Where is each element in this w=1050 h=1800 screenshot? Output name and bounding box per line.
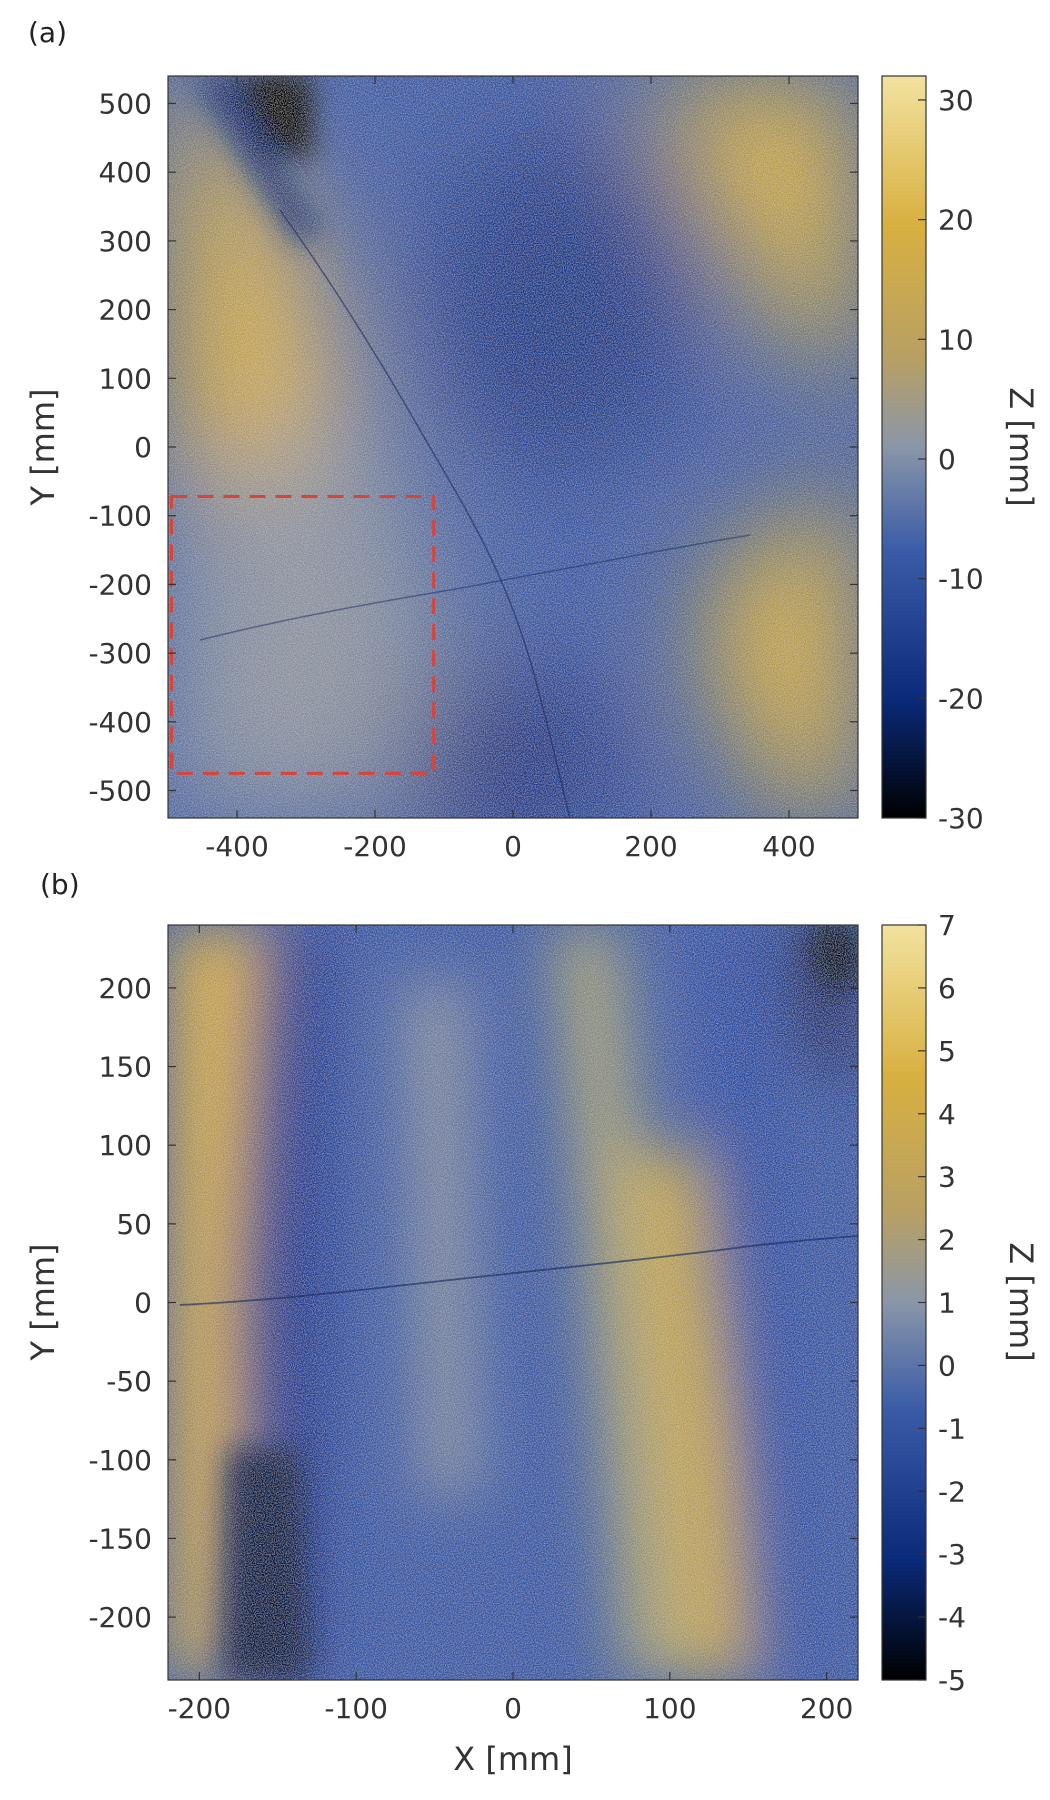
colorbar-tick-label-a: 30 [938, 84, 974, 117]
y-tick-label-a: 0 [134, 431, 152, 464]
colorbar-tick-label-a: 0 [938, 443, 956, 476]
colorbar-tick-label-b: 6 [938, 972, 956, 1005]
x-tick-label-a: 200 [624, 830, 677, 863]
x-tick-label-a: 0 [504, 830, 522, 863]
y-tick-label-a: -200 [88, 568, 152, 601]
colorbar-tick-label-b: -2 [938, 1475, 966, 1508]
colorbar-tick-label-b: -5 [938, 1664, 966, 1697]
colorbar-tick-label-a: -30 [938, 802, 984, 835]
y-tick-label-a: -500 [88, 775, 152, 808]
colorbar-ticks-b: 7 6 5 4 3 2 1 0 -1 -2 -3 -4 -5 [918, 909, 966, 1697]
x-tick-label-a: 400 [762, 830, 815, 863]
y-tick-label-a: 100 [99, 362, 152, 395]
x-tick-label-b: 0 [504, 1692, 522, 1725]
colorbar-tick-label-b: 5 [938, 1035, 956, 1068]
y-axis-label-a: Y [mm] [24, 388, 62, 506]
colorbar-tick-label-b: 3 [938, 1161, 956, 1194]
panel-label-b: (b) [40, 868, 80, 901]
x-tick-label-b: -100 [324, 1692, 388, 1725]
colorbar-tick-label-b: 7 [938, 909, 956, 942]
axes-a: -400 -200 0 200 400 500 400 300 200 100 0 -100 -200 -… [88, 76, 858, 863]
x-tick-label-a: -400 [205, 830, 269, 863]
x-axis-label-b: X [mm] [453, 1740, 572, 1778]
x-tick-label-a: -200 [343, 830, 407, 863]
inset-region-box [169, 494, 436, 775]
y-tick-label-b: 0 [134, 1287, 152, 1320]
heatmap-b [168, 925, 858, 1680]
y-axis-label-b: Y [mm] [24, 1243, 62, 1361]
colorbar-ticks-a: 30 20 10 0 -10 -20 -30 [918, 84, 984, 835]
colorbar-tick-label-b: 2 [938, 1224, 956, 1257]
colorbar-tick-label-b: 0 [938, 1349, 956, 1382]
heatmap-a [168, 76, 858, 818]
colorbar-label-a: Z [mm] [1002, 387, 1040, 506]
x-tick-label-b: -200 [168, 1692, 232, 1725]
y-tick-label-a: -300 [88, 637, 152, 670]
colorbar-tick-label-b: 4 [938, 1098, 956, 1131]
colorbar-a [881, 75, 927, 819]
colorbar-tick-label-b: -4 [938, 1601, 966, 1634]
y-tick-label-b: 100 [99, 1129, 152, 1162]
y-tick-label-b: 50 [116, 1208, 152, 1241]
x-tick-label-b: 200 [800, 1692, 853, 1725]
y-tick-label-a: 500 [99, 87, 152, 120]
y-tick-label-b: 150 [99, 1051, 152, 1084]
y-tick-label-b: -100 [88, 1444, 152, 1477]
y-tick-label-a: -400 [88, 706, 152, 739]
colorbar-tick-label-a: 20 [938, 204, 974, 237]
colorbar-tick-label-b: -3 [938, 1538, 966, 1571]
colorbar-tick-label-b: 1 [938, 1287, 956, 1320]
colorbar-tick-label-a: 10 [938, 323, 974, 356]
colorbar-label-b: Z [mm] [1002, 1242, 1040, 1361]
y-tick-label-b: -200 [88, 1601, 152, 1634]
colorbar-tick-label-b: -1 [938, 1412, 966, 1445]
y-tick-label-a: -100 [88, 500, 152, 533]
colorbar-tick-label-a: -10 [938, 563, 984, 596]
y-tick-label-b: -150 [88, 1522, 152, 1555]
y-tick-label-b: -50 [106, 1365, 152, 1398]
y-tick-label-a: 200 [99, 294, 152, 327]
colorbar-tick-label-a: -20 [938, 682, 984, 715]
panel-label-a: (a) [28, 16, 67, 49]
y-tick-label-a: 300 [99, 225, 152, 258]
x-tick-label-b: 100 [643, 1692, 696, 1725]
axes-b: -200 -100 0 100 200 200 150 100 50 0 -50 -100 -150 -2… [88, 925, 858, 1725]
y-tick-label-a: 400 [99, 156, 152, 189]
y-tick-label-b: 200 [99, 972, 152, 1005]
